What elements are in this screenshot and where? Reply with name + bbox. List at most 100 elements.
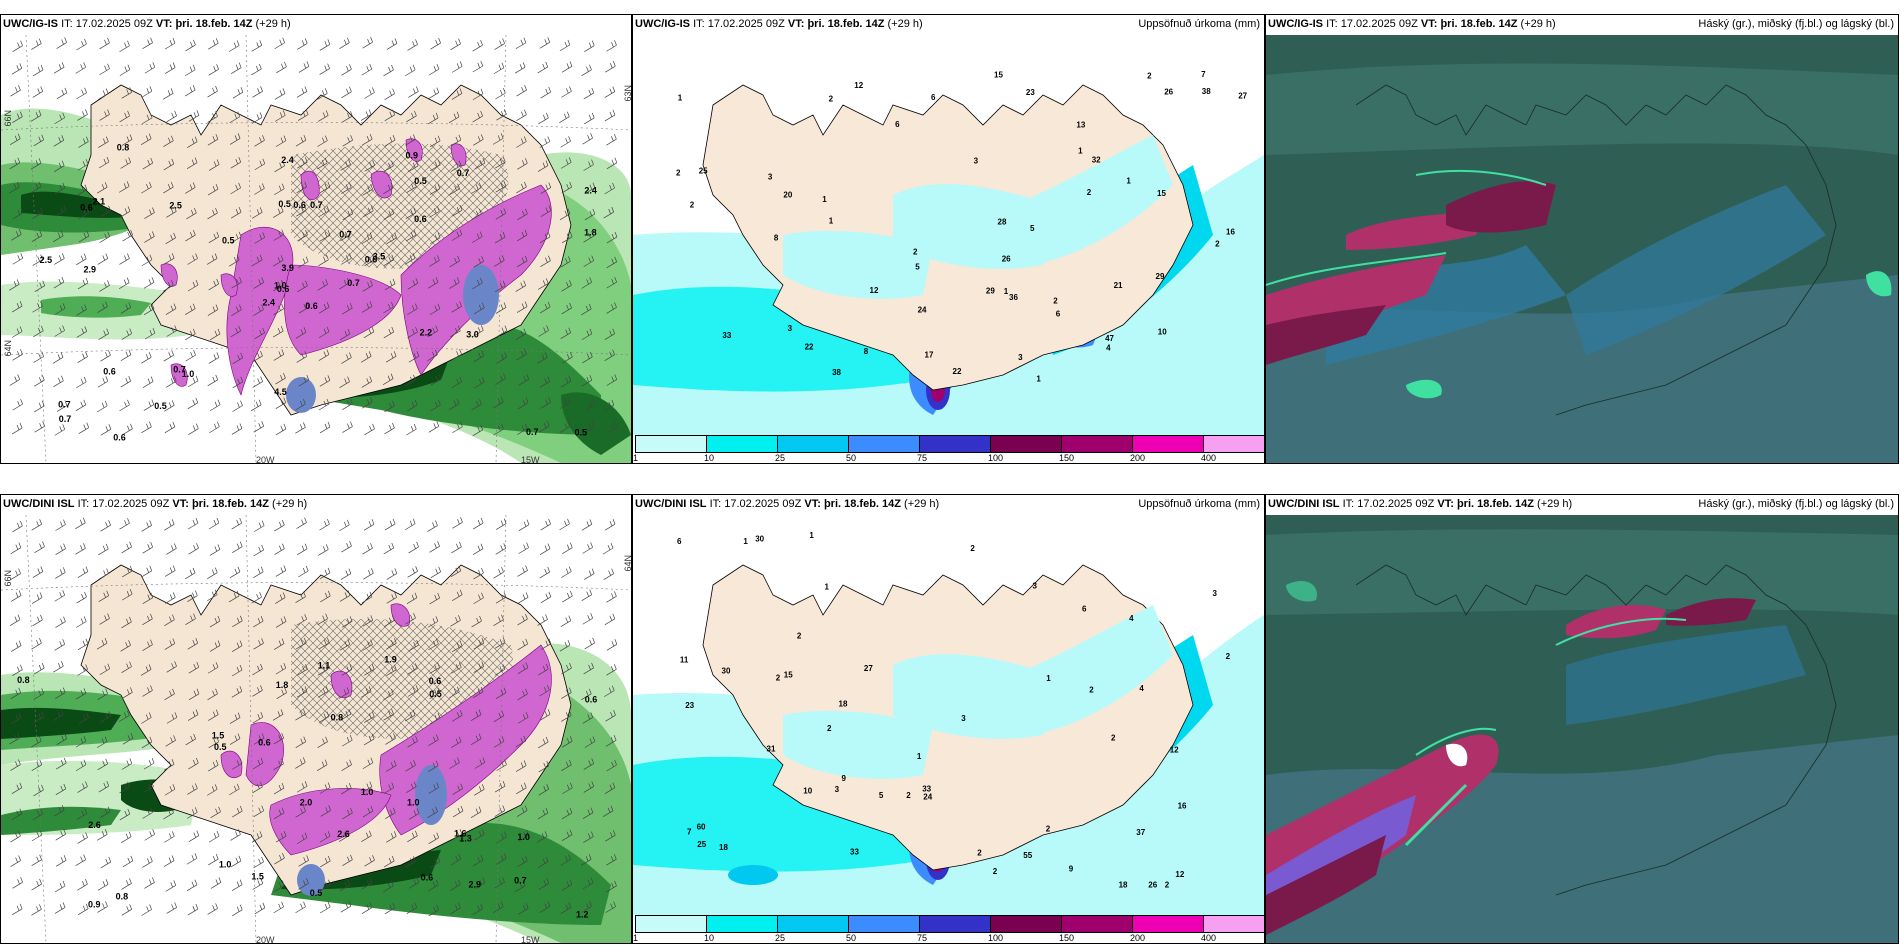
wind-barb: [207, 784, 218, 796]
wind-barb: [142, 685, 153, 697]
wind-barb: [470, 733, 482, 746]
wind-barb: [164, 400, 175, 412]
wind-barb: [515, 735, 527, 748]
wind-barb: [10, 640, 22, 652]
wind-barb: [363, 519, 375, 531]
wind-barb: [319, 375, 331, 387]
value-label: 30: [722, 666, 731, 675]
wind-barb: [364, 423, 375, 436]
lead-time: (+29 h): [255, 18, 291, 30]
wind-barb: [9, 279, 20, 291]
wind-barb: [231, 304, 242, 316]
value-label: 1: [809, 531, 814, 540]
wind-barb: [144, 207, 155, 219]
wind-barb: [210, 806, 221, 819]
vt-label: VT:: [1420, 18, 1438, 30]
wind-barb: [164, 688, 175, 701]
wind-barb: [119, 399, 130, 412]
wind-barb: [143, 757, 155, 770]
value-label: 5: [1030, 224, 1035, 233]
wind-barb: [12, 520, 23, 533]
wind-barb: [251, 207, 263, 219]
wind-barb: [232, 352, 243, 365]
wind-barb: [383, 782, 395, 794]
wind-barb: [560, 902, 572, 914]
wind-barb: [185, 229, 196, 242]
wind-barb: [538, 663, 549, 676]
wind-barb: [12, 398, 23, 411]
wind-barb: [187, 279, 199, 292]
wind-barb: [186, 157, 198, 169]
wind-barb: [452, 805, 464, 818]
wind-barb: [404, 253, 416, 265]
wind-barb: [141, 904, 152, 916]
wind-barb: [496, 759, 507, 771]
wind-barb: [273, 807, 285, 820]
wind-barb: [163, 350, 175, 362]
wind-barb: [99, 231, 110, 243]
wind-barb: [274, 183, 285, 196]
wind-barb: [54, 902, 66, 914]
lon-label: 20W: [256, 935, 275, 944]
wind-barb: [97, 376, 109, 388]
wind-barb: [76, 87, 87, 100]
wind-barb: [342, 734, 353, 747]
wind-barb: [360, 351, 372, 363]
wind-barb: [451, 376, 462, 389]
wind-barb: [471, 182, 482, 194]
wind-barb: [77, 159, 89, 171]
value-label: 3.5: [373, 252, 386, 262]
wind-barb: [77, 832, 88, 844]
value-label: 6: [1082, 604, 1087, 613]
wind-barb: [31, 829, 43, 842]
wind-barb: [32, 64, 44, 77]
wind-barb: [517, 208, 528, 221]
lead-time: (+29 h): [887, 18, 923, 30]
value-label: 1: [825, 583, 830, 592]
wind-barb: [342, 208, 354, 221]
wind-barb: [582, 542, 593, 554]
wind-barb: [274, 880, 285, 892]
value-label: 24: [923, 792, 932, 801]
wind-barb: [121, 878, 132, 890]
wind-barb: [383, 208, 395, 220]
wind-barb: [273, 758, 284, 771]
wind-barb: [208, 517, 220, 530]
wind-barb: [495, 518, 507, 530]
wind-barb: [364, 160, 375, 172]
wind-barb: [121, 661, 132, 673]
wind-barb: [32, 207, 43, 219]
wind-barb: [34, 400, 45, 413]
wind-barb: [517, 855, 528, 868]
wind-barb: [341, 253, 352, 265]
wind-barb: [166, 206, 177, 218]
wind-barb: [295, 736, 307, 748]
dini-precip-panel: UWC/DINI ISL IT: 17.02.2025 09Z VT: þri.…: [632, 494, 1265, 944]
wind-barb: [96, 736, 108, 748]
wind-barb: [451, 541, 462, 554]
value-label: 0.5: [154, 401, 167, 411]
wind-barb: [540, 205, 552, 217]
value-label: 4: [1139, 684, 1144, 693]
wind-barb: [10, 85, 21, 97]
wind-barb: [141, 565, 153, 578]
wind-barb: [10, 687, 22, 700]
colorbar-swatch: [1204, 436, 1264, 452]
ig-cloud-panel: UWC/IG-IS IT: 17.02.2025 09Z VT: þri. 18…: [1265, 14, 1899, 464]
wind-barb: [514, 880, 526, 893]
wind-barb: [427, 325, 439, 338]
wind-barb: [99, 613, 110, 625]
wind-barb: [31, 854, 42, 867]
colorbar-tick-label: 100: [988, 933, 1004, 943]
value-label: 16: [1178, 802, 1187, 811]
wind-barb: [494, 805, 506, 817]
wind-barb: [406, 902, 418, 914]
wind-barb: [560, 854, 571, 866]
wind-barb: [207, 183, 219, 196]
wind-barb: [208, 64, 219, 76]
wind-barb: [208, 278, 220, 291]
precip-colorbar: [635, 435, 1264, 453]
wind-barb: [77, 109, 88, 121]
wind-barb: [78, 422, 90, 434]
wind-barb: [10, 855, 21, 867]
